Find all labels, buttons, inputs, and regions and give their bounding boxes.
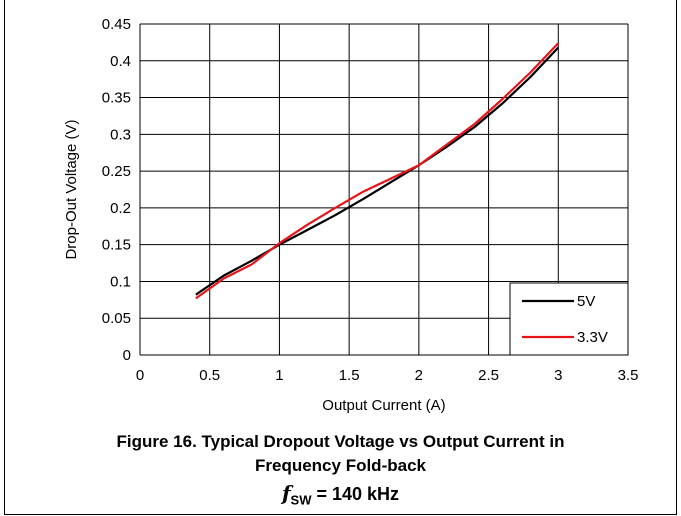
frequency-symbol: f	[281, 481, 291, 505]
y-tick-label: 0.1	[110, 273, 131, 290]
series-line	[195, 46, 560, 296]
x-tick-labels: 0 0.5 1 1.5 2 2.5 3 3.5	[136, 367, 639, 384]
x-tick-label: 1.5	[339, 367, 360, 384]
frequency-subscript: SW	[290, 492, 312, 508]
y-tick-label: 0	[123, 347, 131, 364]
x-axis-label: Output Current (A)	[322, 397, 445, 414]
frequency-value: = 140 kHz	[311, 484, 400, 504]
legend-box	[509, 282, 629, 356]
figure-caption-line-1: Figure 16. Typical Dropout Voltage vs Ou…	[116, 432, 565, 451]
y-axis-label: Drop-Out Voltage (V)	[63, 119, 80, 259]
figure-frame	[4, 0, 677, 515]
y-tick-label: 0.3	[110, 126, 131, 143]
x-tick-label: 1	[275, 367, 283, 384]
y-tick-label: 0.15	[102, 237, 131, 254]
x-tick-label: 3.5	[618, 367, 639, 384]
x-tick-label: 2.5	[478, 367, 499, 384]
figure-caption-line-2: Frequency Fold-back	[255, 456, 426, 475]
y-tick-label: 0.2	[110, 200, 131, 217]
y-tick-labels: 0 0.05 0.1 0.15 0.2 0.25 0.3 0.35 0.4 0.45	[102, 16, 131, 364]
x-tick-label: 0	[136, 367, 144, 384]
figure-caption-line-3: fSW = 140 kHz	[0, 481, 681, 508]
legend: 5V 3.3V	[509, 282, 629, 356]
y-tick-label: 0.25	[102, 163, 131, 180]
x-tick-label: 2	[415, 367, 423, 384]
legend-label: 3.3V	[577, 329, 608, 346]
y-tick-label: 0.45	[102, 16, 131, 33]
series-lines	[195, 42, 560, 300]
legend-label: 5V	[577, 293, 595, 310]
x-tick-label: 3	[554, 367, 562, 384]
y-tick-label: 0.35	[102, 90, 131, 107]
line-chart: 0 0.05 0.1 0.15 0.2 0.25 0.3 0.35 0.4 0.45 0 0.5 1 1…	[63, 16, 639, 414]
y-tick-label: 0.4	[110, 53, 131, 70]
series-line	[195, 42, 560, 300]
x-tick-label: 0.5	[199, 367, 220, 384]
y-tick-label: 0.05	[102, 310, 131, 327]
